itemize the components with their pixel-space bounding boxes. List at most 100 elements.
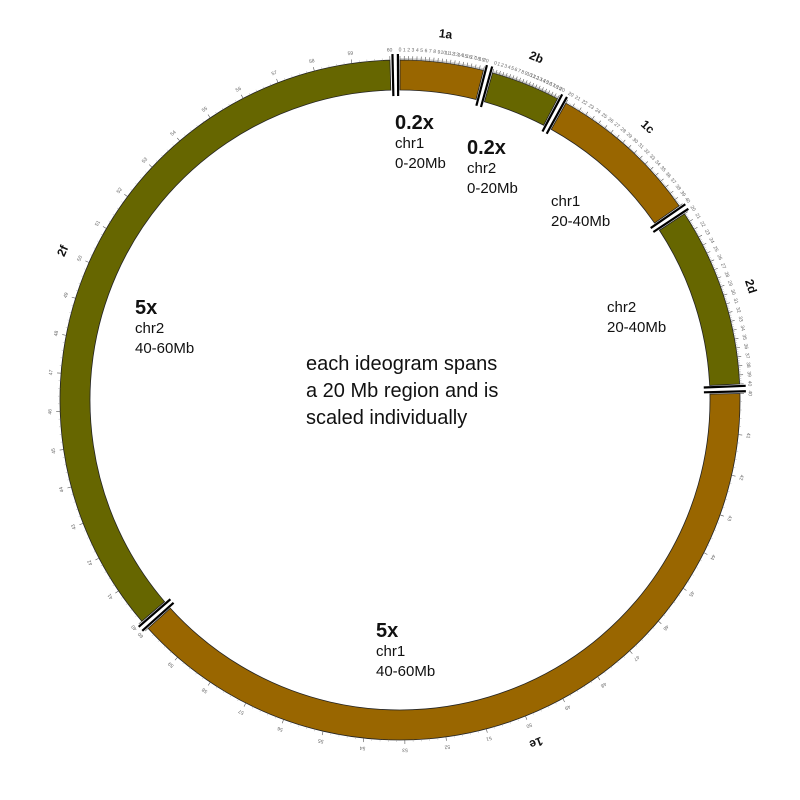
tick-mark: [474, 64, 477, 69]
minor-tick-mark: [546, 91, 548, 94]
minor-tick-mark: [161, 154, 163, 157]
tick-label: 60: [137, 631, 145, 639]
minor-tick-mark: [699, 559, 702, 562]
minor-tick-mark: [540, 88, 543, 91]
minor-tick-mark: [600, 123, 603, 126]
ideogram-label-2f: 2f: [54, 242, 72, 258]
tick-label: 7: [517, 68, 522, 75]
minor-tick-mark: [726, 304, 729, 306]
minor-tick-mark: [567, 102, 569, 105]
tick-label: 57: [271, 70, 279, 78]
tick-label: 14: [539, 77, 547, 85]
tick-mark: [470, 63, 473, 68]
minor-tick-mark: [78, 282, 81, 284]
tick-mark: [703, 552, 708, 555]
tick-label: 2: [500, 62, 505, 69]
minor-tick-mark: [274, 716, 277, 719]
minor-tick-mark: [306, 70, 308, 74]
ideogram-separator: [703, 390, 746, 394]
minor-tick-mark: [528, 83, 530, 86]
minor-tick-mark: [716, 273, 719, 275]
minor-tick-mark: [530, 84, 532, 87]
minor-tick-mark: [589, 115, 591, 118]
minor-tick-mark: [635, 644, 638, 647]
minor-tick-mark: [666, 187, 668, 189]
minor-tick-mark: [571, 104, 573, 107]
tick-label: 16: [545, 80, 553, 88]
tick-label: 20: [567, 91, 575, 99]
tick-label: 9: [524, 70, 529, 77]
tick-label: 36: [742, 343, 749, 350]
tick-label: 48: [599, 680, 607, 688]
minor-tick-mark: [649, 167, 651, 169]
tick-label: 55: [317, 737, 324, 744]
tick-label: 41: [745, 433, 752, 439]
tick-label: 6: [513, 67, 518, 74]
minor-tick-mark: [542, 89, 544, 92]
tick-label: 29: [625, 132, 633, 140]
tick-label: 40: [747, 390, 753, 396]
minor-tick-mark: [710, 537, 713, 539]
minor-tick-mark: [549, 92, 551, 95]
minor-tick-mark: [593, 118, 595, 121]
minor-tick-mark: [688, 218, 691, 221]
tick-label: 46: [661, 623, 669, 631]
minor-tick-mark: [610, 666, 613, 669]
minor-tick-mark: [618, 138, 621, 141]
tick-mark: [655, 172, 659, 176]
caption: each ideogram spans a 20 Mb region and i…: [306, 351, 566, 432]
tick-label: 7: [429, 49, 433, 55]
tick-mark: [71, 296, 76, 299]
minor-tick-mark: [671, 194, 674, 197]
minor-tick-mark: [140, 177, 143, 179]
chromosome-label: chr2: [607, 299, 637, 316]
tick-mark: [518, 77, 521, 82]
minor-tick-mark: [555, 95, 557, 98]
minor-tick-mark: [700, 240, 703, 243]
tick-label: 30: [631, 137, 639, 145]
minor-tick-mark: [658, 177, 661, 180]
tick-mark: [499, 70, 501, 75]
tick-label: 23: [703, 229, 711, 237]
minor-tick-mark: [290, 722, 292, 725]
minor-tick-mark: [298, 724, 300, 727]
minor-tick-mark: [81, 275, 84, 277]
tick-mark: [629, 650, 633, 654]
minor-tick-mark: [93, 551, 96, 553]
tick-label: 30: [729, 289, 736, 296]
minor-tick-mark: [509, 721, 511, 724]
minor-tick-mark: [594, 119, 596, 122]
tick-mark: [79, 523, 84, 526]
tick-mark: [693, 226, 698, 230]
note-1e: 5x chr1 40-60Mb: [376, 620, 435, 682]
tick-label: 36: [664, 171, 672, 179]
tick-label: 13: [453, 51, 460, 58]
minor-tick-mark: [664, 184, 667, 187]
minor-tick-mark: [608, 129, 610, 132]
minor-tick-mark: [75, 508, 78, 510]
tick-mark: [243, 702, 247, 707]
tick-label: 6: [424, 48, 427, 54]
ideogram-separator: [479, 66, 494, 108]
tick-mark: [124, 193, 128, 197]
tick-label: 37: [669, 177, 677, 185]
minor-tick-mark: [505, 74, 507, 77]
tick-mark: [639, 155, 643, 159]
tick-label: 43: [70, 523, 78, 531]
minor-tick-mark: [725, 301, 728, 303]
tick-label: 58: [201, 686, 209, 694]
ideogram-2f: [59, 59, 392, 622]
minor-tick-mark: [190, 129, 192, 132]
tick-mark: [557, 95, 560, 99]
minor-tick-mark: [695, 231, 698, 233]
tick-mark: [176, 137, 181, 142]
tick-label: 9: [437, 49, 441, 55]
minor-tick-mark: [697, 234, 700, 236]
minor-tick-mark: [612, 133, 615, 136]
tick-label: 45: [687, 590, 695, 598]
tick-mark: [591, 115, 595, 120]
minor-tick-mark: [500, 73, 502, 76]
minor-tick-mark: [71, 494, 74, 496]
minor-tick-mark: [166, 149, 169, 152]
ideogram-label-1e: 1e: [527, 734, 545, 752]
